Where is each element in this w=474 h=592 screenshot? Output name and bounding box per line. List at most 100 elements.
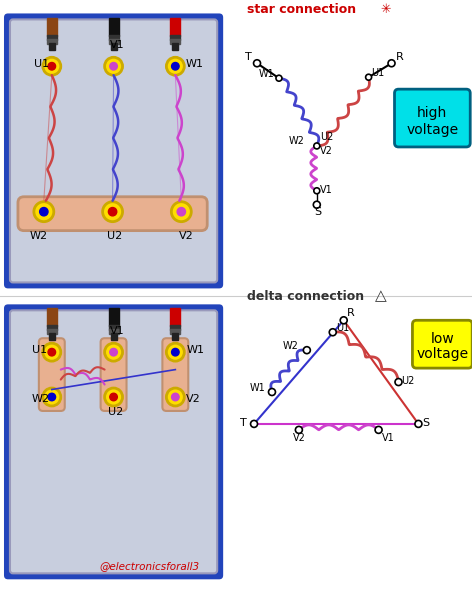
Bar bbox=[109, 329, 118, 334]
FancyBboxPatch shape bbox=[4, 304, 223, 580]
Circle shape bbox=[48, 393, 55, 401]
Text: W1: W1 bbox=[186, 345, 204, 355]
Text: W1: W1 bbox=[250, 383, 266, 393]
FancyBboxPatch shape bbox=[163, 338, 188, 411]
Circle shape bbox=[268, 388, 275, 395]
Bar bbox=[170, 39, 180, 44]
Circle shape bbox=[40, 208, 48, 216]
Bar bbox=[47, 36, 57, 40]
Text: V2: V2 bbox=[320, 146, 333, 156]
Text: T: T bbox=[245, 52, 252, 62]
Circle shape bbox=[388, 60, 395, 67]
Circle shape bbox=[314, 143, 320, 149]
Text: S: S bbox=[422, 418, 429, 428]
Bar bbox=[47, 325, 57, 330]
Circle shape bbox=[395, 378, 402, 385]
Bar bbox=[170, 308, 180, 326]
Text: V2: V2 bbox=[293, 433, 306, 443]
Text: V2: V2 bbox=[186, 394, 201, 404]
Bar bbox=[49, 43, 55, 50]
Text: W2: W2 bbox=[32, 394, 50, 404]
Bar bbox=[170, 36, 180, 40]
Circle shape bbox=[276, 75, 282, 81]
Text: W2: W2 bbox=[30, 231, 48, 240]
Circle shape bbox=[48, 63, 55, 70]
Circle shape bbox=[340, 317, 347, 324]
Text: W1: W1 bbox=[185, 59, 203, 69]
Circle shape bbox=[105, 388, 123, 406]
Text: ✳: ✳ bbox=[381, 4, 391, 17]
Circle shape bbox=[251, 420, 257, 427]
Circle shape bbox=[295, 426, 302, 433]
Circle shape bbox=[365, 74, 372, 80]
Circle shape bbox=[303, 347, 310, 353]
Bar bbox=[49, 333, 55, 340]
Text: T: T bbox=[240, 418, 247, 428]
FancyBboxPatch shape bbox=[394, 89, 470, 147]
Bar bbox=[109, 39, 118, 44]
Bar bbox=[109, 308, 118, 326]
Text: U1: U1 bbox=[336, 323, 349, 333]
Circle shape bbox=[110, 349, 118, 356]
Circle shape bbox=[43, 57, 61, 75]
Circle shape bbox=[109, 208, 117, 216]
Text: U1: U1 bbox=[32, 345, 47, 355]
Text: U1: U1 bbox=[34, 59, 49, 69]
Bar bbox=[47, 329, 57, 334]
FancyBboxPatch shape bbox=[4, 14, 223, 288]
FancyBboxPatch shape bbox=[39, 338, 65, 411]
Circle shape bbox=[166, 57, 184, 75]
Text: R: R bbox=[395, 52, 403, 62]
Text: @electronicsforall3: @electronicsforall3 bbox=[100, 561, 200, 571]
Text: U2: U2 bbox=[107, 231, 122, 240]
Text: star connection: star connection bbox=[247, 4, 356, 17]
Circle shape bbox=[177, 208, 185, 216]
Circle shape bbox=[415, 420, 422, 427]
Bar bbox=[47, 308, 57, 326]
Circle shape bbox=[110, 63, 118, 70]
Circle shape bbox=[254, 60, 261, 67]
Text: U2: U2 bbox=[320, 132, 333, 142]
Text: V1: V1 bbox=[109, 40, 124, 50]
FancyBboxPatch shape bbox=[412, 320, 472, 368]
Text: W2: W2 bbox=[289, 136, 305, 146]
Circle shape bbox=[105, 343, 123, 361]
Bar bbox=[110, 333, 117, 340]
Bar bbox=[109, 18, 118, 36]
Circle shape bbox=[105, 57, 123, 75]
Text: U2: U2 bbox=[401, 376, 415, 386]
Text: voltage: voltage bbox=[416, 347, 468, 361]
Circle shape bbox=[166, 388, 184, 406]
Bar bbox=[170, 325, 180, 330]
Text: W2: W2 bbox=[283, 341, 299, 351]
Text: V2: V2 bbox=[179, 231, 194, 240]
Text: low: low bbox=[430, 332, 454, 346]
Circle shape bbox=[34, 202, 54, 221]
Text: V1: V1 bbox=[320, 185, 333, 195]
Circle shape bbox=[329, 329, 336, 336]
Circle shape bbox=[48, 349, 55, 356]
Text: V1: V1 bbox=[109, 326, 124, 336]
Text: voltage: voltage bbox=[406, 123, 458, 137]
Circle shape bbox=[43, 388, 61, 406]
Bar bbox=[173, 333, 178, 340]
Circle shape bbox=[314, 188, 320, 194]
Circle shape bbox=[166, 343, 184, 361]
Bar bbox=[109, 325, 118, 330]
FancyBboxPatch shape bbox=[10, 20, 217, 282]
Text: U1: U1 bbox=[372, 68, 385, 78]
Text: high: high bbox=[417, 106, 447, 120]
Text: V1: V1 bbox=[382, 433, 394, 443]
FancyBboxPatch shape bbox=[18, 197, 207, 231]
Circle shape bbox=[375, 426, 382, 433]
FancyBboxPatch shape bbox=[100, 338, 127, 411]
Bar bbox=[170, 329, 180, 334]
Bar bbox=[109, 36, 118, 40]
Bar bbox=[110, 43, 117, 50]
Text: W1: W1 bbox=[259, 69, 275, 79]
Circle shape bbox=[313, 201, 320, 208]
Circle shape bbox=[102, 202, 123, 221]
Circle shape bbox=[172, 63, 179, 70]
Bar bbox=[170, 18, 180, 36]
Text: △: △ bbox=[374, 288, 386, 303]
